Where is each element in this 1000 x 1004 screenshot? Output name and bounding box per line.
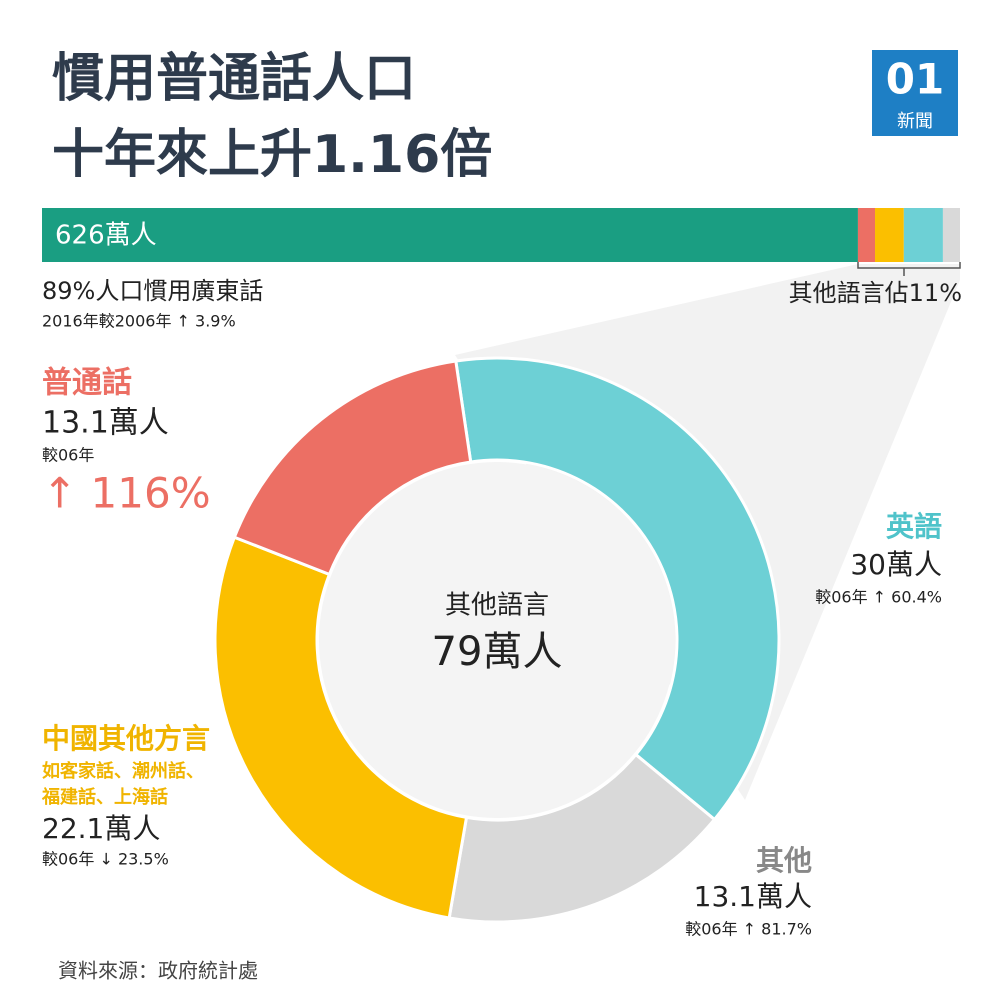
subnote: 福建話、上海話	[41, 786, 168, 808]
donut-segment	[232, 359, 473, 577]
bar-value-label: 626萬人	[55, 221, 157, 251]
category-label: 普通話	[42, 366, 132, 401]
change-label: 較06年	[42, 446, 94, 465]
category-label: 英語	[886, 510, 942, 543]
change-label: 較06年 ↑ 81.7%	[685, 920, 812, 939]
center-total: 79萬人	[432, 629, 563, 675]
highlight: ↑ 116%	[42, 469, 211, 518]
bar-note: 89%人口慣用廣東話	[42, 277, 263, 305]
bracket	[857, 262, 961, 276]
bar-note: 2016年較2006年 ↑ 3.9%	[42, 312, 236, 331]
title-line: 慣用普通話人口	[52, 49, 416, 109]
source: 資料來源：政府統計處	[58, 959, 258, 983]
change-label: 較06年 ↓ 23.5%	[42, 850, 169, 869]
subnote: 如客家話、潮州話、	[42, 760, 204, 782]
logo-box	[872, 50, 958, 136]
bracket-label: 其他語言佔11%	[789, 279, 962, 307]
value-label: 22.1萬人	[42, 812, 160, 845]
bar-segment	[875, 208, 904, 262]
logo-name: 新聞	[897, 111, 933, 132]
donut-segment	[213, 535, 469, 920]
bar-segment	[942, 208, 960, 262]
category-label: 其他	[756, 844, 812, 877]
bar-segment	[903, 208, 943, 262]
bar-segment	[42, 208, 858, 262]
logo-mark: 01	[886, 55, 944, 104]
bar-segment	[857, 208, 876, 262]
center-label: 其他語言	[445, 591, 549, 621]
donut-group	[213, 356, 781, 924]
donut-hole	[319, 462, 675, 818]
category-label: 中國其他方言	[42, 722, 210, 755]
donut-segment	[454, 356, 781, 822]
title-line: 十年來上升1.16倍	[52, 125, 492, 185]
value-label: 30萬人	[850, 548, 942, 581]
value-label: 13.1萬人	[42, 406, 169, 441]
value-label: 13.1萬人	[694, 880, 812, 913]
change-label: 較06年 ↑ 60.4%	[815, 588, 942, 607]
bar-group	[42, 208, 960, 262]
donut-segment	[447, 752, 717, 924]
